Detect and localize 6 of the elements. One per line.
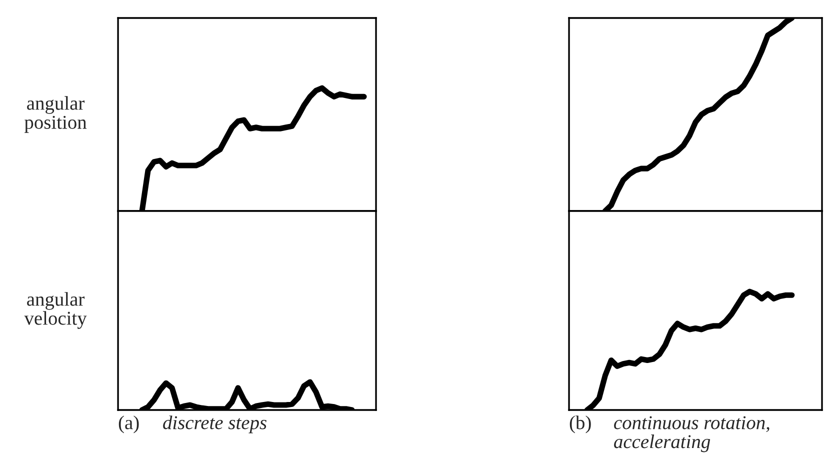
text: discrete steps	[163, 416, 266, 434]
y-axis-title: angular position	[24, 96, 87, 133]
text: (a)	[118, 416, 139, 434]
text: (b)	[570, 416, 591, 434]
text: continuous rotation, accelerating	[614, 416, 770, 452]
y-axis-title: angular velocity	[24, 292, 87, 329]
